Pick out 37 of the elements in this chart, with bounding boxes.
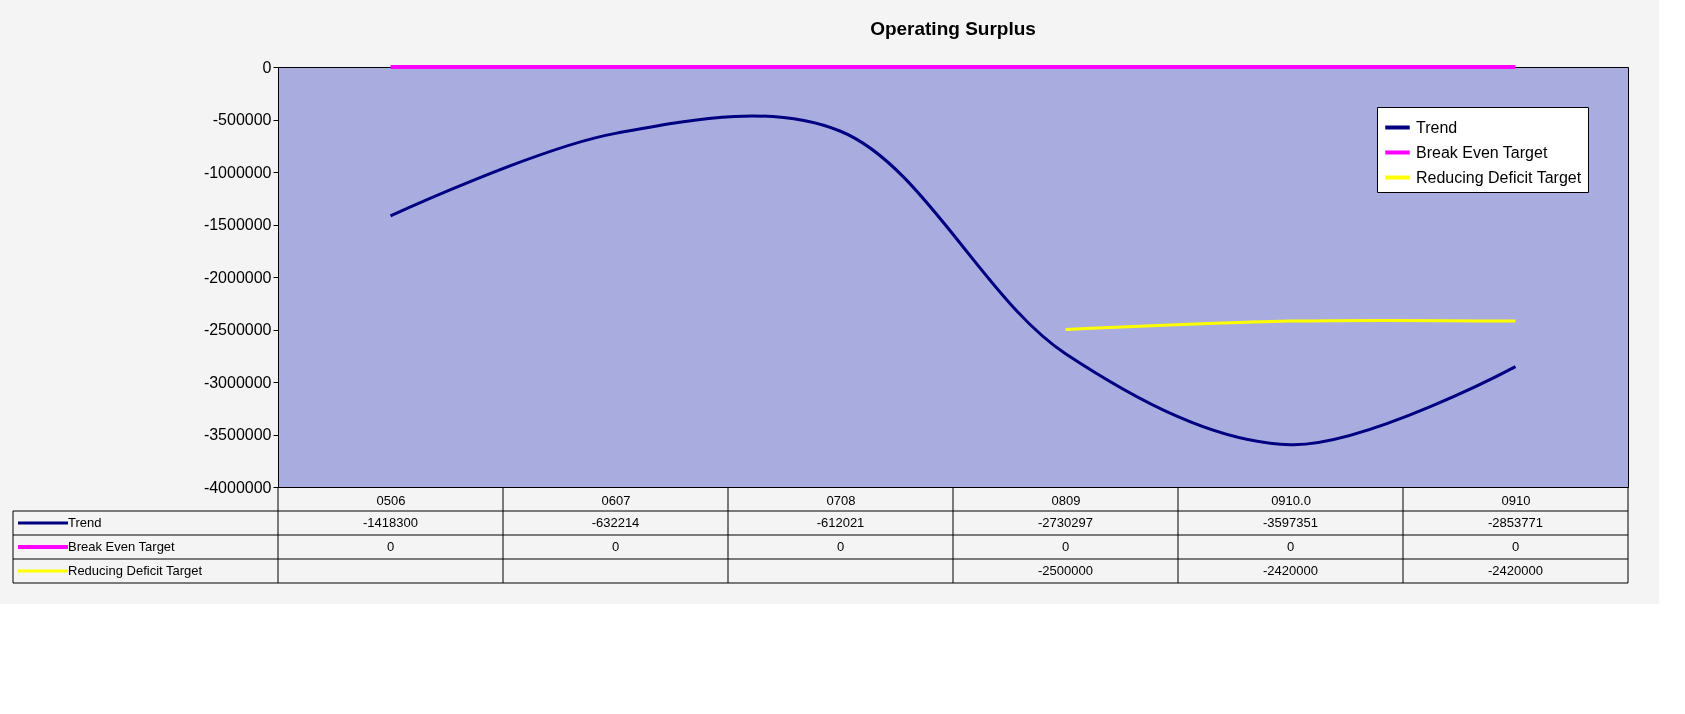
legend-label: Trend <box>1416 118 1458 136</box>
x-tick-label: 0607 <box>601 492 631 508</box>
data-label: 0 <box>1286 539 1295 554</box>
text: Reducing Deficit Target <box>68 563 203 578</box>
x-tick-label: 0910.0 <box>1271 492 1311 508</box>
legend-label: Break Even Target <box>1416 143 1548 161</box>
x-tick-label: 0910 <box>1501 492 1531 508</box>
chart-title: Operating Surplus <box>870 18 1036 39</box>
x-tick-label: 0708 <box>826 492 856 508</box>
data-label: -3597351 <box>1263 515 1318 530</box>
data-label: 0 <box>611 539 620 554</box>
y-tick-label: -1000000 <box>203 163 272 181</box>
data-label: -612021 <box>816 515 865 530</box>
data-label: -2730297 <box>1038 515 1093 530</box>
x-tick-label: 0809 <box>1051 492 1081 508</box>
data-label: 0 <box>836 539 845 554</box>
y-tick-label: -500000 <box>212 111 272 128</box>
data-label: 0 <box>1061 539 1070 554</box>
data-label: 0 <box>386 539 395 554</box>
text: Break Even Target <box>68 539 175 554</box>
data-label: -2420000 <box>1488 563 1543 578</box>
y-tick-label: -3500000 <box>203 426 272 443</box>
y-tick-label: 0 <box>262 58 272 76</box>
data-label: 0 <box>1511 539 1520 554</box>
y-tick-label: -3000000 <box>203 373 272 391</box>
data-label: -2420000 <box>1263 563 1318 578</box>
y-tick-label: -2500000 <box>203 321 272 338</box>
data-label: -1418300 <box>363 515 418 530</box>
text: Trend <box>68 515 102 530</box>
data-label: -2853771 <box>1488 515 1543 530</box>
data-label: -2500000 <box>1038 563 1093 578</box>
data-label: -632214 <box>591 515 640 530</box>
y-tick-label: -1500000 <box>203 216 272 233</box>
y-tick-label: -4000000 <box>203 478 272 496</box>
legend-label: Reducing Deficit Target <box>1416 168 1582 186</box>
y-tick-label: -2000000 <box>203 268 272 286</box>
x-tick-label: 0506 <box>376 492 406 508</box>
